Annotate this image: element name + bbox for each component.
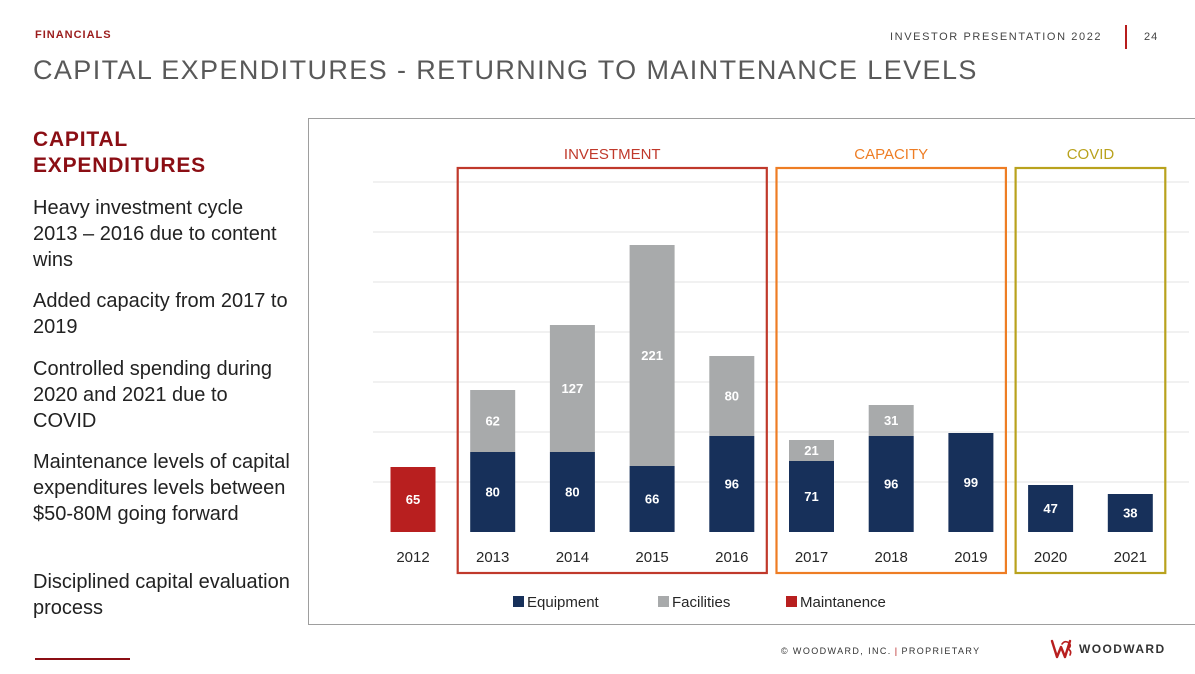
equipment-legend-label: Equipment [527, 594, 600, 611]
x-tick-label: 2014 [556, 549, 589, 566]
sidebar-heading: CAPITAL EXPENDITURES [33, 128, 206, 177]
facilities-value-label: 31 [884, 413, 898, 428]
facilities-legend-label: Facilities [672, 594, 730, 611]
x-tick-label: 2012 [396, 549, 429, 566]
facilities-value-label: 221 [641, 348, 663, 363]
bullet-text: Heavy investment cycle 2013 – 2016 due t… [33, 197, 277, 271]
section-label: FINANCIALS [35, 29, 112, 41]
covid-group-label: COVID [1067, 146, 1115, 163]
facilities-bar [549, 325, 595, 452]
equipment-value-label: 99 [964, 475, 978, 490]
equipment-value-label: 96 [884, 477, 898, 492]
facilities-value-label: 127 [562, 381, 584, 396]
footer-copyright: © WOODWARD, INC. [781, 646, 892, 656]
sidebar-divider [35, 658, 130, 660]
facilities-legend-swatch [658, 596, 669, 607]
equipment-value-label: 96 [725, 477, 739, 492]
equipment-bar [709, 436, 755, 532]
equipment-value-label: 80 [565, 485, 579, 500]
equipment-value-label: 38 [1123, 506, 1137, 521]
x-tick-label: 2019 [954, 549, 987, 566]
facilities-bar [868, 405, 914, 436]
footer: © WOODWARD, INC. | PROPRIETARY [781, 646, 981, 656]
bullet-text: Maintenance levels of capital expenditur… [33, 451, 290, 525]
maintanence-legend-label: Maintanence [800, 594, 886, 611]
facilities-bar [470, 390, 516, 452]
header-divider [1125, 25, 1127, 49]
equipment-value-label: 80 [485, 485, 499, 500]
capex-chart: 65 2012 80 62 2013 80 127 2014 66 221 2015 96 80 2016… [373, 146, 1189, 611]
facilities-value-label: 21 [804, 443, 818, 458]
footer-classification: PROPRIETARY [901, 646, 981, 656]
equipment-value-label: 71 [804, 489, 818, 504]
bullet-text: Controlled spending during 2020 and 2021… [33, 358, 273, 432]
page-number: 24 [1144, 31, 1159, 43]
equipment-value-label: 66 [645, 492, 659, 507]
capacity-group-label: CAPACITY [854, 146, 928, 163]
facilities-value-label: 80 [725, 389, 739, 404]
equipment-bar [1028, 485, 1074, 532]
facilities-bar [629, 245, 675, 466]
maintanence-value-label: 65 [406, 492, 420, 507]
x-tick-label: 2021 [1114, 549, 1147, 566]
equipment-value-label: 47 [1043, 501, 1057, 516]
covid-group-box [1014, 166, 1167, 575]
x-tick-label: 2015 [635, 549, 668, 566]
footer-separator: | [894, 646, 899, 656]
x-tick-label: 2018 [875, 549, 908, 566]
bullet-text: Added capacity from 2017 to 2019 [33, 290, 288, 338]
woodward-logo: WOODWARD [1050, 638, 1166, 660]
x-tick-label: 2020 [1034, 549, 1067, 566]
bullet-text: Disciplined capital evaluation process [33, 571, 290, 619]
facilities-bar [709, 356, 755, 436]
x-tick-label: 2017 [795, 549, 828, 566]
equipment-bar [470, 452, 516, 532]
facilities-value-label: 62 [485, 414, 499, 429]
maintanence-bar [390, 467, 436, 532]
capex-chart-frame: 65 2012 80 62 2013 80 127 2014 66 221 2015 96 80 2016… [308, 118, 1195, 625]
investment-group-label: INVESTMENT [564, 146, 661, 163]
equipment-bar [868, 436, 914, 532]
woodward-logo-icon [1050, 639, 1072, 659]
x-tick-label: 2013 [476, 549, 509, 566]
equipment-bar [789, 461, 834, 532]
capacity-group-box [775, 166, 1007, 575]
presentation-title: INVESTOR PRESENTATION 2022 [890, 31, 1103, 43]
equipment-legend-swatch [513, 596, 524, 607]
equipment-bar [1107, 494, 1153, 532]
equipment-bar [549, 452, 595, 532]
maintanence-legend-swatch [786, 596, 797, 607]
x-tick-label: 2016 [715, 549, 748, 566]
page-title: CAPITAL EXPENDITURES - RETURNING TO MAIN… [33, 55, 978, 85]
equipment-bar [629, 466, 675, 532]
equipment-bar [948, 433, 994, 532]
logo-text: WOODWARD [1079, 642, 1166, 656]
facilities-bar [789, 440, 834, 461]
investment-group-box [456, 166, 768, 575]
